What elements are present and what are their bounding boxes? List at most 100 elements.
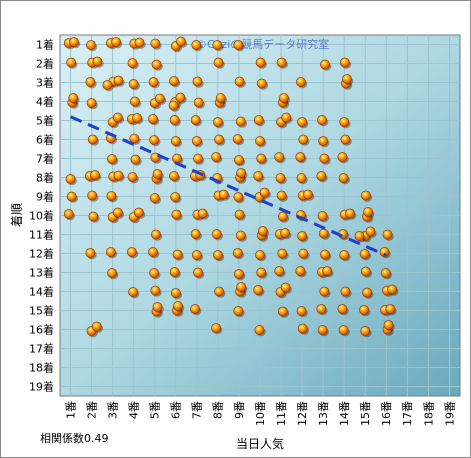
data-point [168,100,179,111]
x-tick-label: 13番 [317,401,330,426]
data-point [256,78,267,89]
data-point [253,285,264,295]
data-point [112,112,123,123]
data-point [232,134,243,144]
data-point [234,269,244,279]
data-point [277,306,288,317]
watermark-text: ©Caziの競馬データ研究室 [196,37,329,51]
data-point [276,190,287,201]
data-point [68,93,79,103]
data-point [275,173,286,183]
data-point [234,209,245,220]
data-point [113,75,124,86]
data-point [234,76,245,87]
data-point [171,209,182,220]
data-point [65,174,76,184]
data-point [214,286,224,297]
y-tick-label: 10着 [29,209,54,223]
data-point [211,323,221,333]
data-point [175,92,186,103]
data-point [102,80,113,90]
data-point [69,37,79,47]
data-point [105,247,116,257]
data-point [88,211,99,222]
data-point [362,287,372,298]
data-point [281,112,292,123]
x-tick-label: 8番 [212,401,225,419]
data-point [339,250,350,260]
data-point [92,56,103,67]
trendline [69,115,387,257]
data-point [149,268,160,278]
data-point [295,266,306,276]
data-point [360,266,371,277]
x-tick-label: 19番 [443,401,456,426]
data-point [90,170,100,180]
data-point [130,154,141,165]
data-point [66,57,77,68]
data-point [173,301,183,311]
data-point [297,231,308,241]
data-point [317,325,328,335]
data-point [169,171,179,181]
data-point [337,304,348,314]
data-point [280,282,291,293]
data-point [259,187,270,198]
x-tick-label: 6番 [170,401,183,419]
data-point [85,248,96,258]
data-point [255,250,265,260]
data-point [296,306,307,316]
y-tick-label: 9着 [36,190,54,204]
data-point [360,190,371,201]
y-tick-label: 17着 [29,342,54,356]
data-point [235,116,246,127]
y-tick-label: 7着 [36,152,54,166]
data-point [320,249,330,260]
data-point [342,74,352,84]
data-point [193,267,203,278]
data-point [298,134,309,145]
data-point [233,192,244,202]
data-point [383,320,394,330]
x-tick-label: 2番 [85,401,98,419]
data-point [191,250,202,260]
y-tick-label: 12着 [29,247,54,261]
y-tick-label: 1着 [36,38,54,52]
y-tick-label: 16着 [29,323,54,337]
data-point [360,326,371,336]
y-tick-label: 4着 [36,95,54,109]
data-point [169,267,180,277]
data-point [296,173,307,183]
data-point [340,134,351,145]
data-point [193,153,203,164]
data-point [169,76,179,86]
data-point [232,248,243,258]
data-point [338,325,349,335]
data-point [155,93,165,104]
data-point [170,288,181,298]
data-point [234,155,244,165]
data-point [317,211,328,221]
data-point [213,57,224,68]
data-point [63,209,74,219]
data-point [150,285,161,296]
x-tick-label: 5番 [149,401,162,419]
data-point [113,170,124,181]
data-point [149,193,160,203]
data-point [277,211,288,222]
data-point [337,152,348,162]
data-point [257,226,268,236]
data-point [148,77,159,87]
data-point [172,249,183,260]
data-point [297,117,308,127]
data-point [107,268,117,278]
data-point [133,207,144,218]
x-tick-label: 17番 [401,401,414,426]
data-points [63,36,399,338]
data-point [129,96,140,107]
x-tick-label: 15番 [359,401,372,426]
x-tick-label: 7番 [191,401,204,419]
y-tick-label: 18着 [29,361,54,375]
data-point [148,114,158,124]
data-point [256,267,267,278]
